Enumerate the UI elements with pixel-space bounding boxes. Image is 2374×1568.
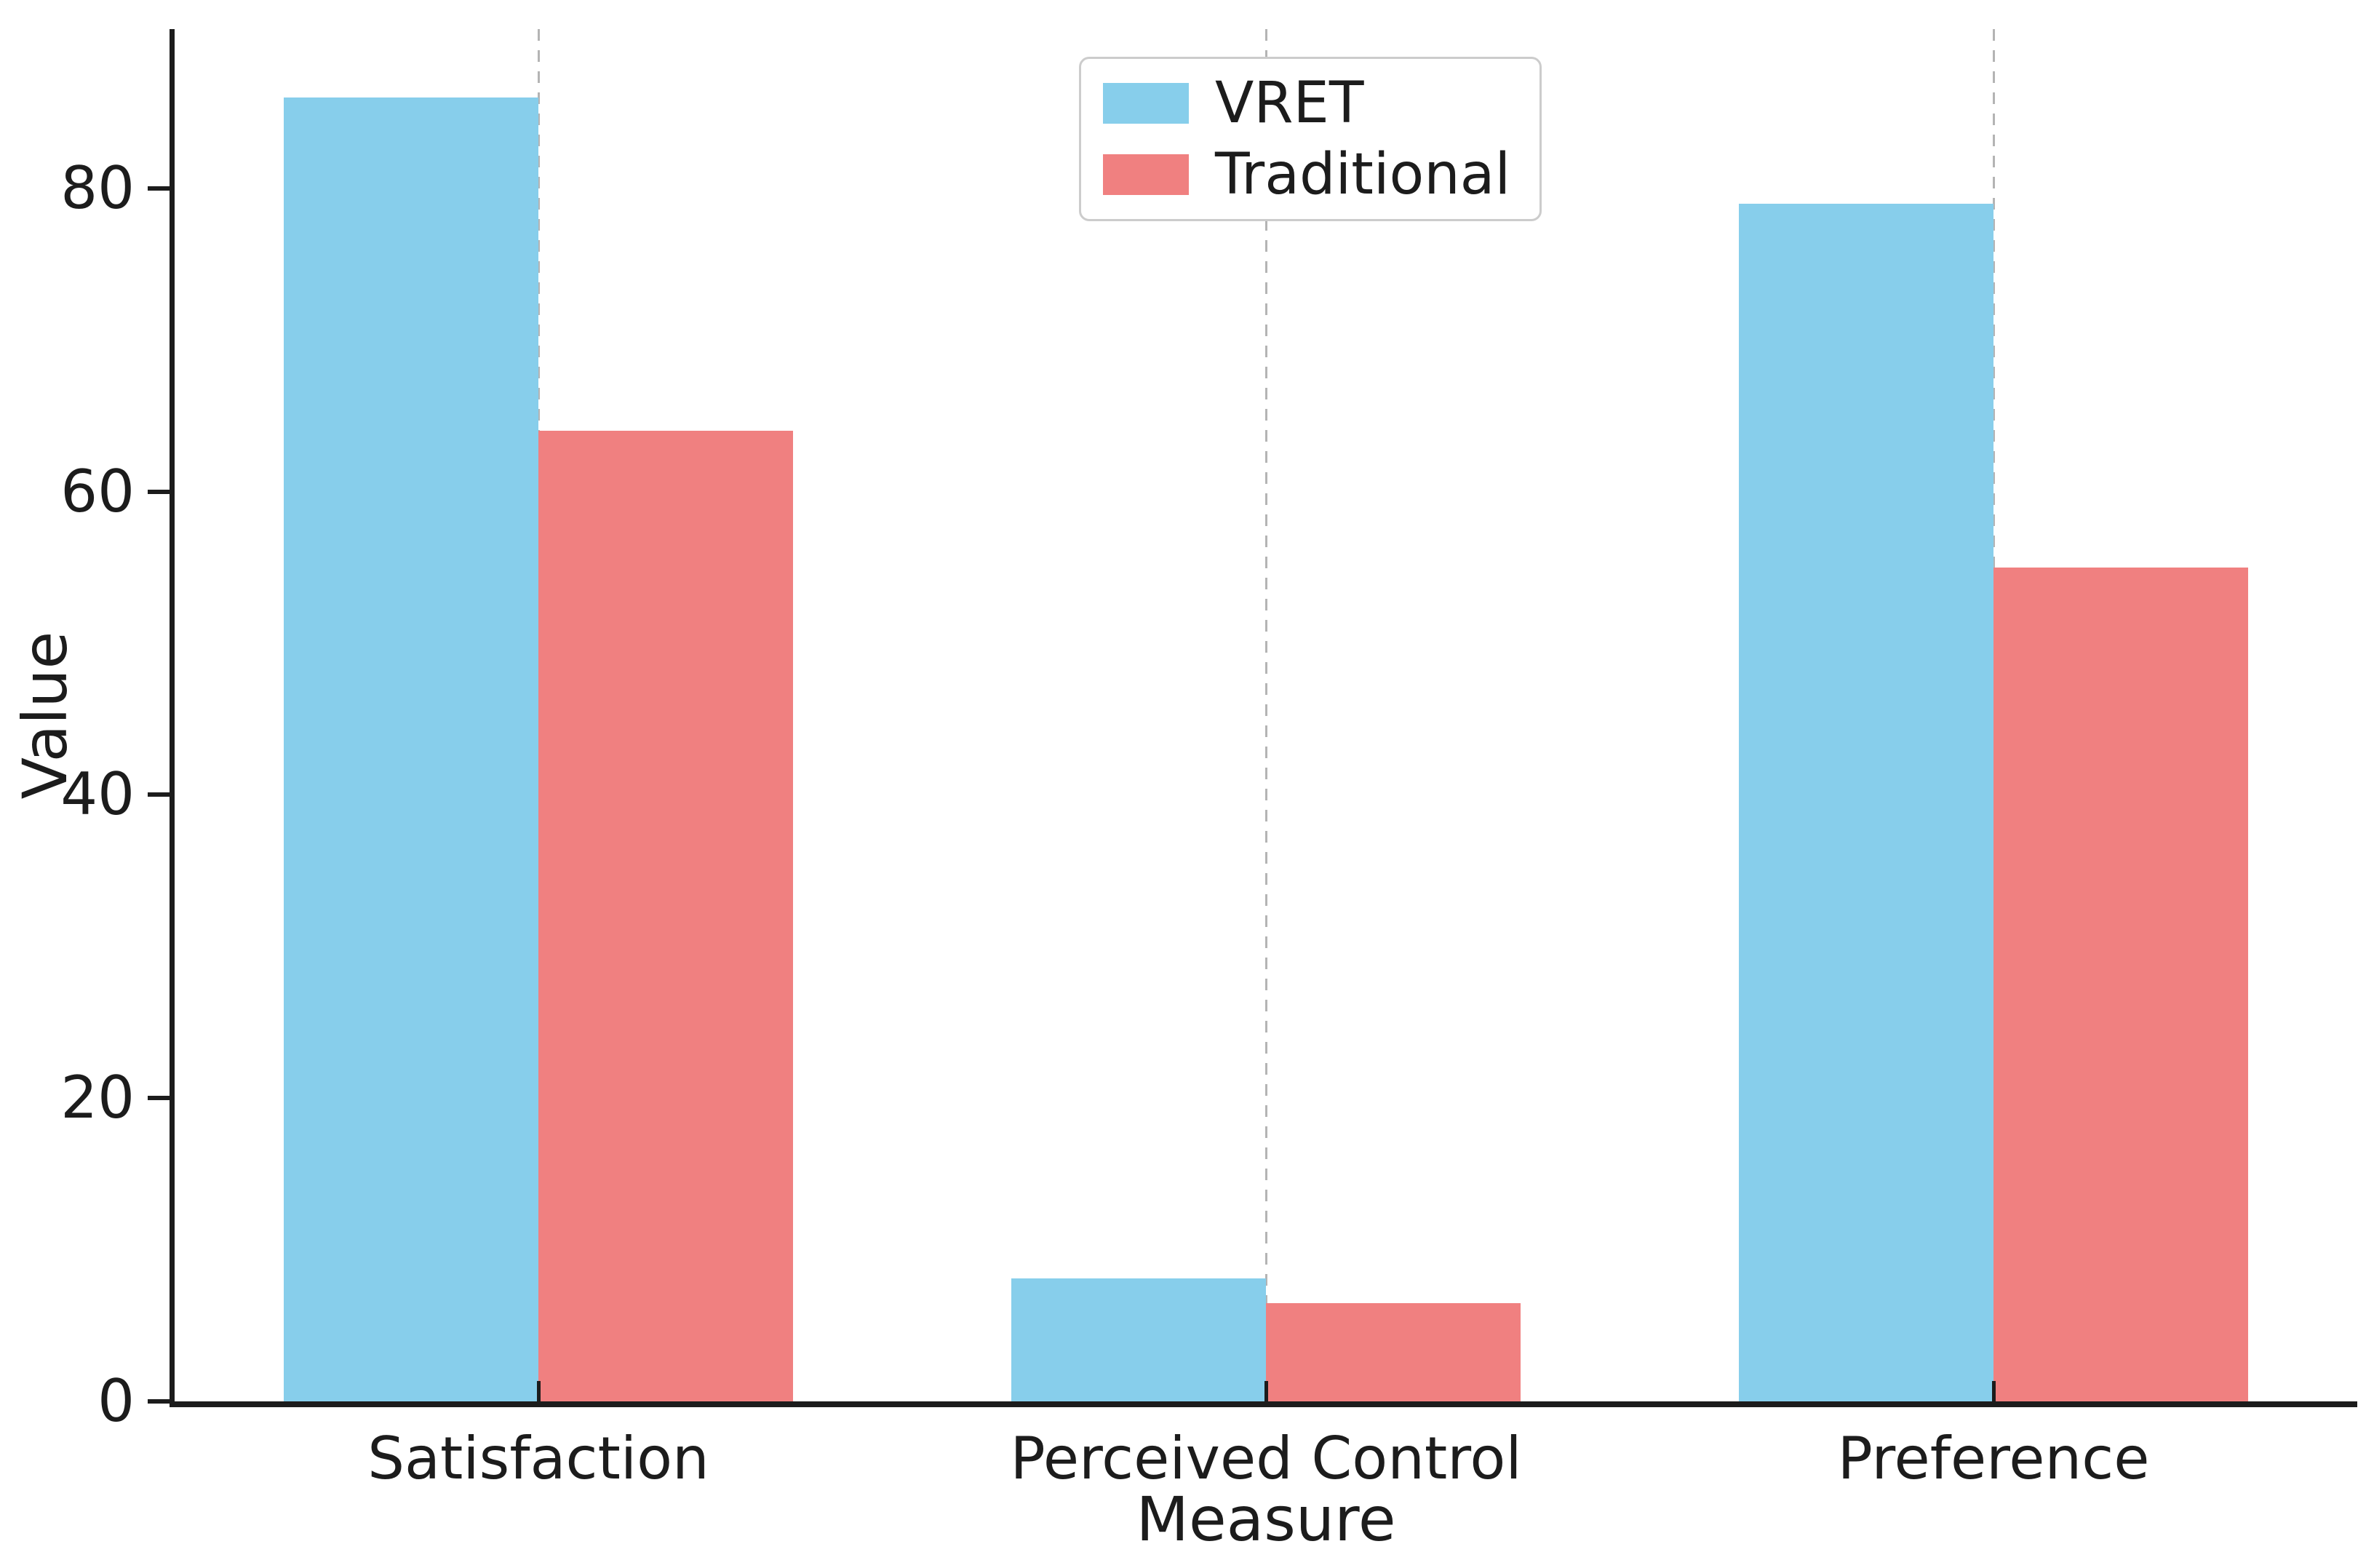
- y-tick-mark: [148, 1096, 170, 1101]
- y-tick-label-20: 20: [60, 1064, 135, 1132]
- y-tick-mark: [148, 489, 170, 494]
- gridline-perceived-control: [1264, 29, 1267, 1401]
- legend-swatch-vret: [1103, 83, 1189, 124]
- x-tick-mark: [1991, 1381, 1996, 1401]
- y-axis-spine: [170, 29, 175, 1406]
- x-tick-label-perceived-control: Perceived Control: [1010, 1425, 1522, 1492]
- bar-traditional-preference: [1993, 567, 2248, 1401]
- legend-item-vret: VRET: [1103, 75, 1510, 132]
- y-tick-label-60: 60: [60, 457, 135, 525]
- x-axis-spine: [170, 1401, 2357, 1407]
- y-tick-label-40: 40: [60, 760, 135, 829]
- bar-vret-preference: [1739, 203, 1993, 1401]
- x-tick-label-satisfaction: Satisfaction: [367, 1425, 709, 1492]
- bar-vret-perceived-control: [1011, 1278, 1266, 1401]
- x-axis-label: Measure: [1136, 1484, 1396, 1555]
- legend-swatch-traditional: [1103, 154, 1189, 195]
- x-tick-mark: [1264, 1381, 1268, 1401]
- bar-traditional-satisfaction: [538, 431, 793, 1401]
- plot-area: Satisfaction Perceived Control Preference 0…: [60, 29, 2357, 1488]
- legend-item-label: Traditional: [1215, 142, 1511, 207]
- x-tick-mark: [536, 1381, 541, 1401]
- legend-item-traditional: Traditional: [1103, 146, 1510, 203]
- y-tick-mark: [148, 792, 170, 797]
- legend: VRET Traditional: [1079, 57, 1542, 221]
- x-tick-label-preference: Preference: [1837, 1425, 2150, 1492]
- y-axis-label: Value: [9, 631, 81, 800]
- bar-traditional-perceived-control: [1266, 1302, 1521, 1401]
- y-tick-label-80: 80: [60, 154, 135, 222]
- y-tick-mark: [148, 1399, 170, 1404]
- bar-vret-satisfaction: [284, 97, 538, 1401]
- y-tick-mark: [148, 186, 170, 191]
- y-tick-label-0: 0: [97, 1367, 135, 1435]
- legend-item-label: VRET: [1215, 71, 1364, 136]
